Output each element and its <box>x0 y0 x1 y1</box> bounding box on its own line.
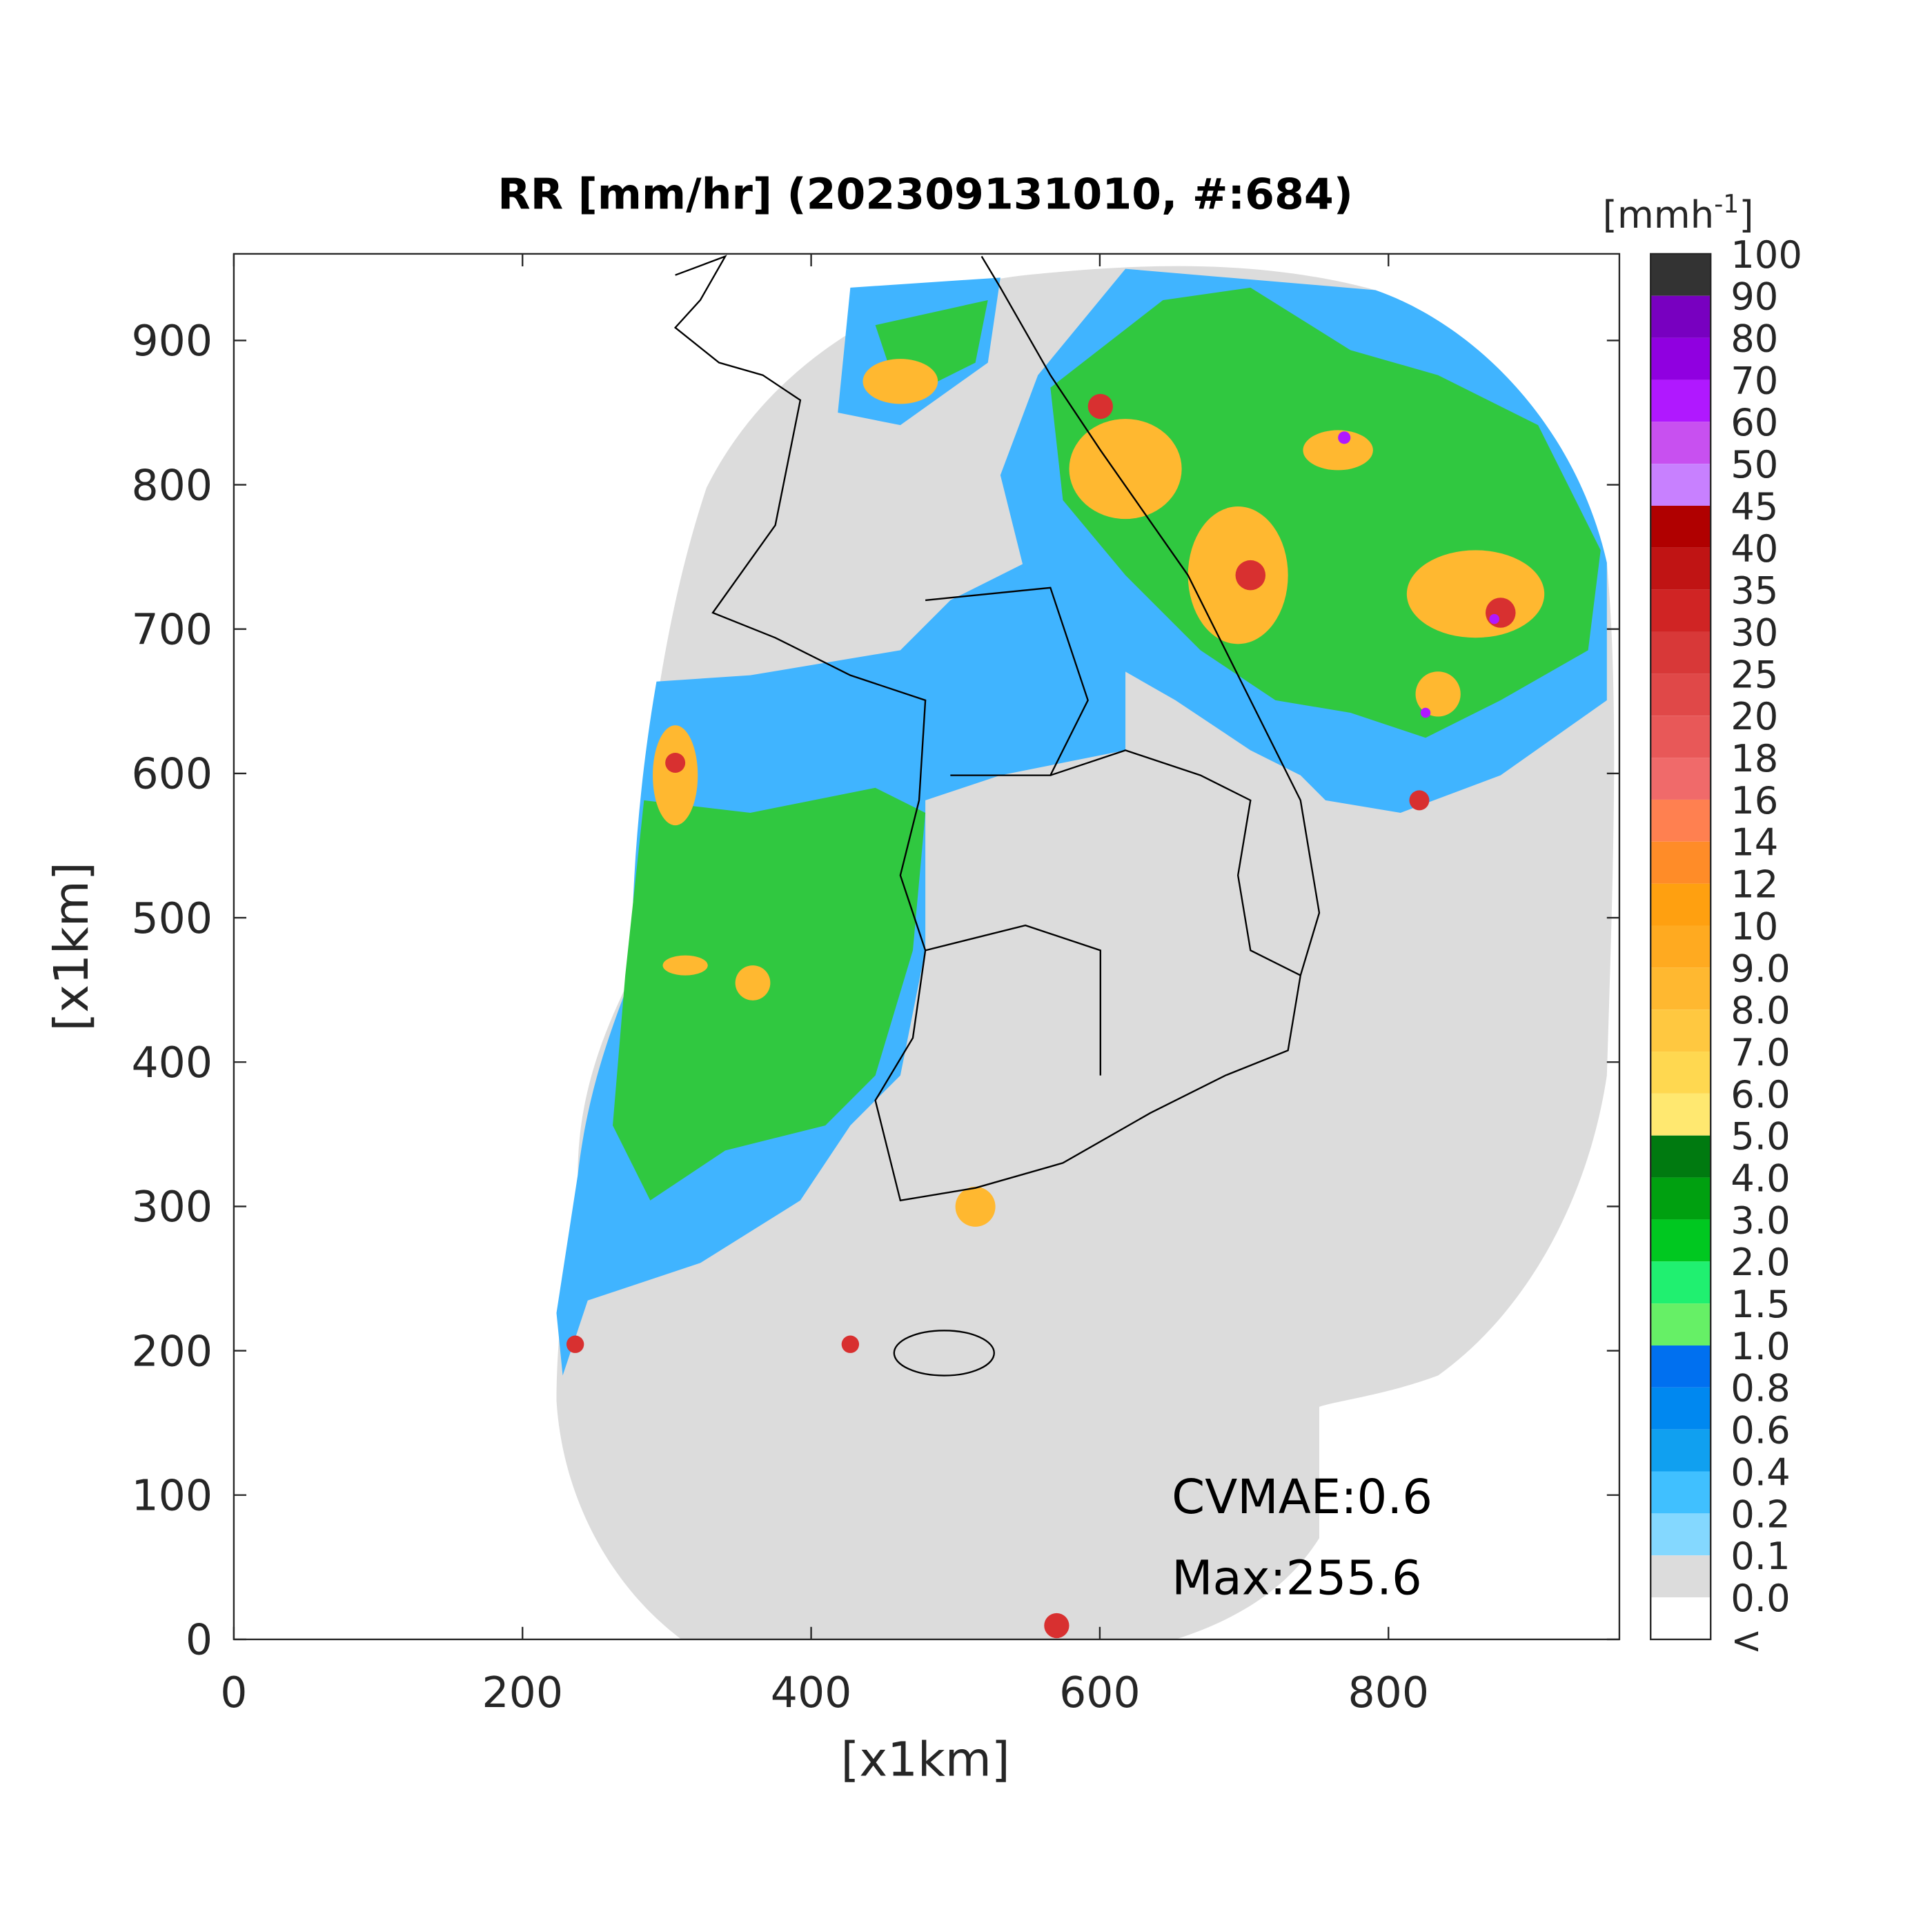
colorbar-swatch <box>1650 505 1711 548</box>
colorbar-label: 25 <box>1731 653 1778 696</box>
colorbar-label: 6.0 <box>1731 1073 1790 1116</box>
colorbar-label: 3.0 <box>1731 1199 1790 1242</box>
colorbar-label: 10 <box>1731 905 1778 948</box>
colorbar-label: 50 <box>1731 443 1778 486</box>
colorbar-label: 1.5 <box>1731 1283 1790 1326</box>
unit-sup: -1 <box>1714 189 1739 219</box>
colorbar-label: 12 <box>1731 863 1778 907</box>
y-tick-label: 800 <box>131 460 213 510</box>
colorbar-swatch <box>1650 967 1711 1010</box>
colorbar-label: 0.6 <box>1731 1409 1790 1452</box>
colorbar-label: 0.4 <box>1731 1450 1790 1494</box>
colorbar-swatch <box>1650 925 1711 968</box>
annotation: Max:255.6 <box>1172 1551 1422 1606</box>
colorbar-label: 16 <box>1731 779 1778 822</box>
colorbar-label: 7.0 <box>1731 1031 1790 1074</box>
colorbar-swatch <box>1650 1052 1711 1094</box>
colorbar-label: 4.0 <box>1731 1157 1790 1201</box>
colorbar-swatch <box>1650 379 1711 422</box>
x-axis-label: [x1km] <box>840 1732 1009 1787</box>
rain-moderate <box>613 787 926 1201</box>
colorbar-label: 40 <box>1731 527 1778 571</box>
colorbar-label: 70 <box>1731 359 1778 402</box>
x-tick-label: 800 <box>1348 1668 1429 1717</box>
colorbar-swatch <box>1650 422 1711 464</box>
radar-field <box>556 266 1615 1639</box>
colorbar-label: 5.0 <box>1731 1115 1790 1159</box>
colorbar-swatch <box>1650 1345 1711 1388</box>
colorbar-swatch <box>1650 1135 1711 1178</box>
colorbar-label: 18 <box>1731 737 1778 780</box>
y-tick-label: 500 <box>131 894 213 943</box>
colorbar-label: 60 <box>1731 401 1778 444</box>
rain-heavy <box>653 359 1545 1227</box>
colorbar-swatch <box>1650 883 1711 926</box>
colorbar-swatch <box>1650 1429 1711 1472</box>
colorbar-label: 8.0 <box>1731 989 1790 1032</box>
colorbar-swatch <box>1650 589 1711 632</box>
y-tick-label: 300 <box>131 1182 213 1232</box>
colorbar-swatch <box>1650 673 1711 716</box>
colorbar-swatch <box>1650 1303 1711 1346</box>
colorbar-label: 0.1 <box>1731 1535 1790 1578</box>
colorbar-swatch <box>1650 1387 1711 1430</box>
y-tick-label: 600 <box>131 749 213 799</box>
y-tick-label: 0 <box>186 1615 213 1665</box>
colorbar-unit: [mmh-1] <box>1603 189 1754 237</box>
colorbar-swatch <box>1650 337 1711 380</box>
colorbar-swatch <box>1650 1177 1711 1220</box>
y-tick-label: 400 <box>131 1038 213 1087</box>
unit-end: ] <box>1739 193 1753 237</box>
colorbar-swatch <box>1650 716 1711 758</box>
rain-extreme <box>1338 431 1499 718</box>
colorbar-swatch <box>1650 295 1711 338</box>
colorbar-label: 30 <box>1731 611 1778 654</box>
y-tick-label: 100 <box>131 1471 213 1521</box>
colorbar-swatch <box>1650 1093 1711 1136</box>
colorbar-swatch <box>1650 253 1711 296</box>
colorbar-label: 45 <box>1731 485 1778 529</box>
colorbar-label: 14 <box>1731 821 1778 865</box>
colorbar-label: 90 <box>1731 275 1778 319</box>
colorbar-label: 100 <box>1731 233 1802 277</box>
colorbar-label: 20 <box>1731 695 1778 738</box>
colorbar-swatch <box>1650 1555 1711 1598</box>
y-axis-label: [x1km] <box>44 862 99 1031</box>
y-tick-label: 700 <box>131 604 213 654</box>
x-tick-label: 400 <box>771 1668 852 1717</box>
annotation: CVMAE:0.6 <box>1172 1470 1432 1525</box>
colorbar-swatch <box>1650 1471 1711 1514</box>
colorbar-swatch <box>1650 464 1711 506</box>
colorbar-swatch <box>1650 1009 1711 1052</box>
colorbar-swatch <box>1650 1261 1711 1304</box>
x-tick-label: 200 <box>482 1668 563 1717</box>
colorbar-swatch <box>1650 758 1711 800</box>
colorbar-label: 35 <box>1731 569 1778 613</box>
colorbar-swatch <box>1650 1513 1711 1556</box>
colorbar-frame <box>1650 253 1712 1641</box>
coastlines <box>673 255 1321 1377</box>
colorbar-swatch <box>1650 841 1711 884</box>
colorbar-label: 9.0 <box>1731 947 1790 990</box>
colorbar-swatch <box>1650 1219 1711 1262</box>
y-tick-label: 200 <box>131 1326 213 1376</box>
unit-base: [mmh <box>1603 193 1715 237</box>
colorbar-label: 1.0 <box>1731 1325 1790 1368</box>
colorbar-label: 0.2 <box>1731 1492 1790 1536</box>
colorbar-label: 0.8 <box>1731 1367 1790 1410</box>
title: RR [mm/hr] (202309131010, #:684) <box>497 170 1353 219</box>
colorbar-swatch <box>1650 1597 1711 1639</box>
colorbar-swatch <box>1650 799 1711 842</box>
x-tick-label: 600 <box>1059 1668 1141 1717</box>
colorbar-swatch <box>1650 631 1711 674</box>
colorbar-label: < <box>1731 1619 1762 1662</box>
colorbar-label: 0.0 <box>1731 1577 1790 1620</box>
colorbar-label: 2.0 <box>1731 1241 1790 1284</box>
y-tick-label: 900 <box>131 316 213 366</box>
colorbar-label: 80 <box>1731 317 1778 361</box>
x-tick-label: 0 <box>220 1668 247 1717</box>
colorbar-swatch <box>1650 547 1711 590</box>
plot-frame <box>233 253 1621 1641</box>
